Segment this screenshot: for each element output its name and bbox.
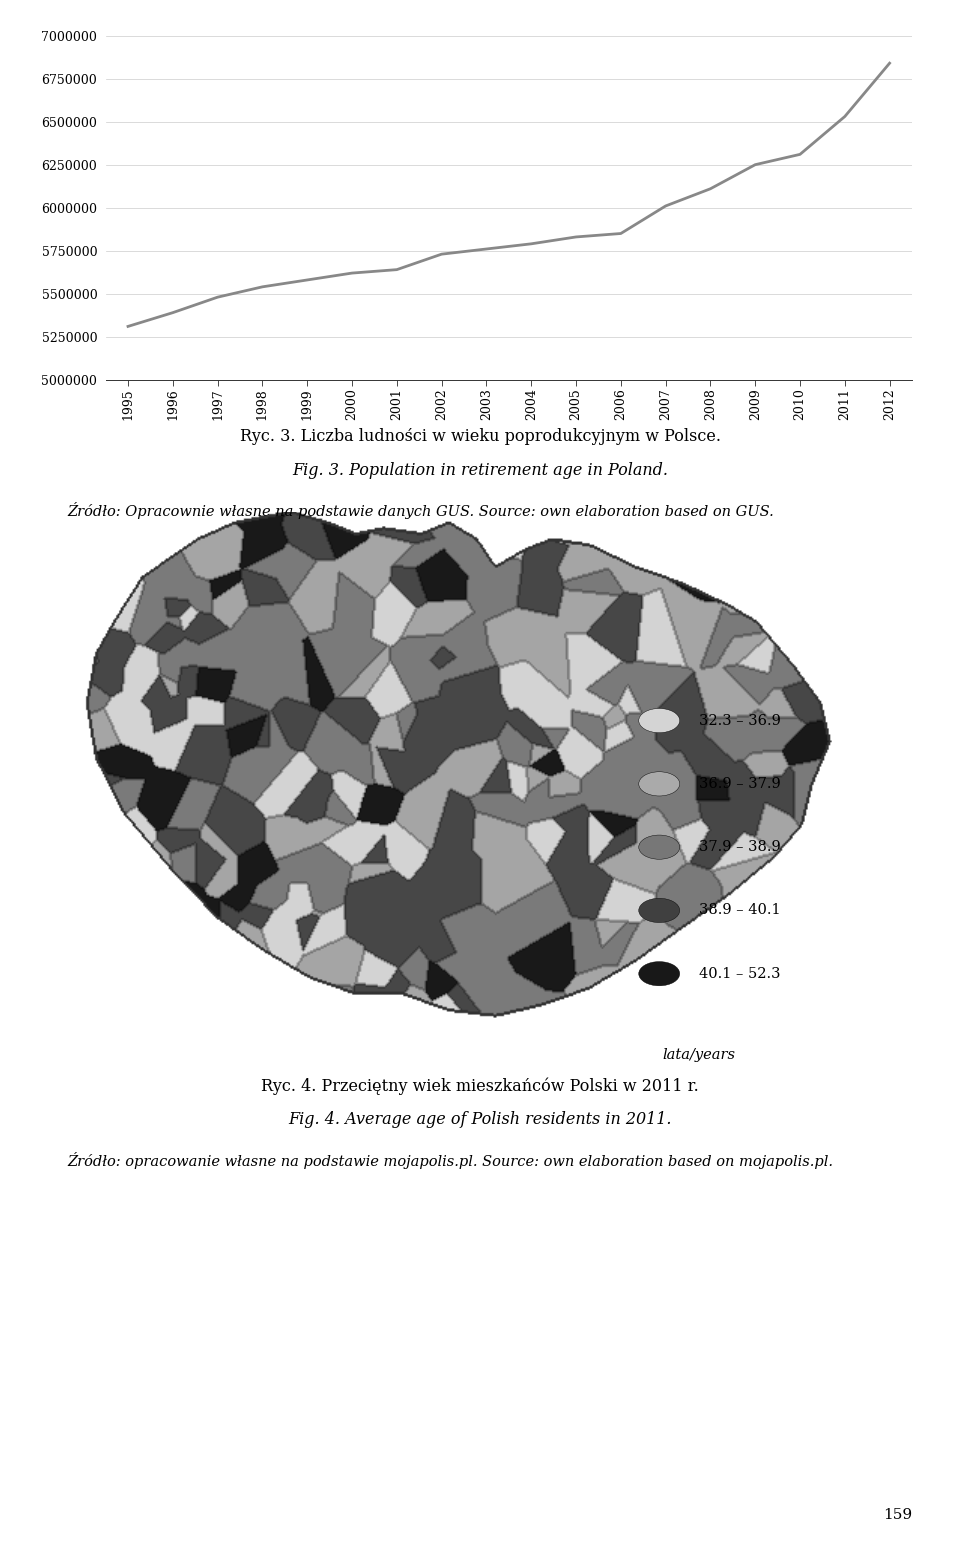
Circle shape: [638, 708, 680, 733]
Circle shape: [638, 961, 680, 986]
Text: Fig. 4. Average age of Polish residents in 2011.: Fig. 4. Average age of Polish residents …: [288, 1111, 672, 1128]
Text: 32.3 – 36.9: 32.3 – 36.9: [699, 713, 781, 727]
Text: 38.9 – 40.1: 38.9 – 40.1: [699, 904, 780, 918]
Text: 37.9 – 38.9: 37.9 – 38.9: [699, 840, 781, 854]
Text: lata/years: lata/years: [662, 1048, 735, 1062]
Text: Ryc. 3. Liczba ludności w wieku poprodukcyjnym w Polsce.: Ryc. 3. Liczba ludności w wieku poproduk…: [239, 428, 721, 445]
Circle shape: [638, 772, 680, 797]
Text: Ryc. 4. Przeciętny wiek mieszkańców Polski w 2011 r.: Ryc. 4. Przeciętny wiek mieszkańców Pols…: [261, 1077, 699, 1094]
Text: Fig. 3. Population in retirement age in Poland.: Fig. 3. Population in retirement age in …: [292, 462, 668, 479]
Circle shape: [638, 835, 680, 859]
Text: Źródło: Opracownie własne na podstawie danych GUS. Source: own elaboration based: Źródło: Opracownie własne na podstawie d…: [67, 502, 774, 519]
Text: 159: 159: [883, 1508, 912, 1522]
Circle shape: [638, 899, 680, 922]
Text: 36.9 – 37.9: 36.9 – 37.9: [699, 777, 781, 790]
Text: 40.1 – 52.3: 40.1 – 52.3: [699, 967, 780, 981]
Text: Źródło: opracowanie własne na podstawie mojapolis.pl. Source: own elaboration ba: Źródło: opracowanie własne na podstawie …: [67, 1152, 833, 1169]
